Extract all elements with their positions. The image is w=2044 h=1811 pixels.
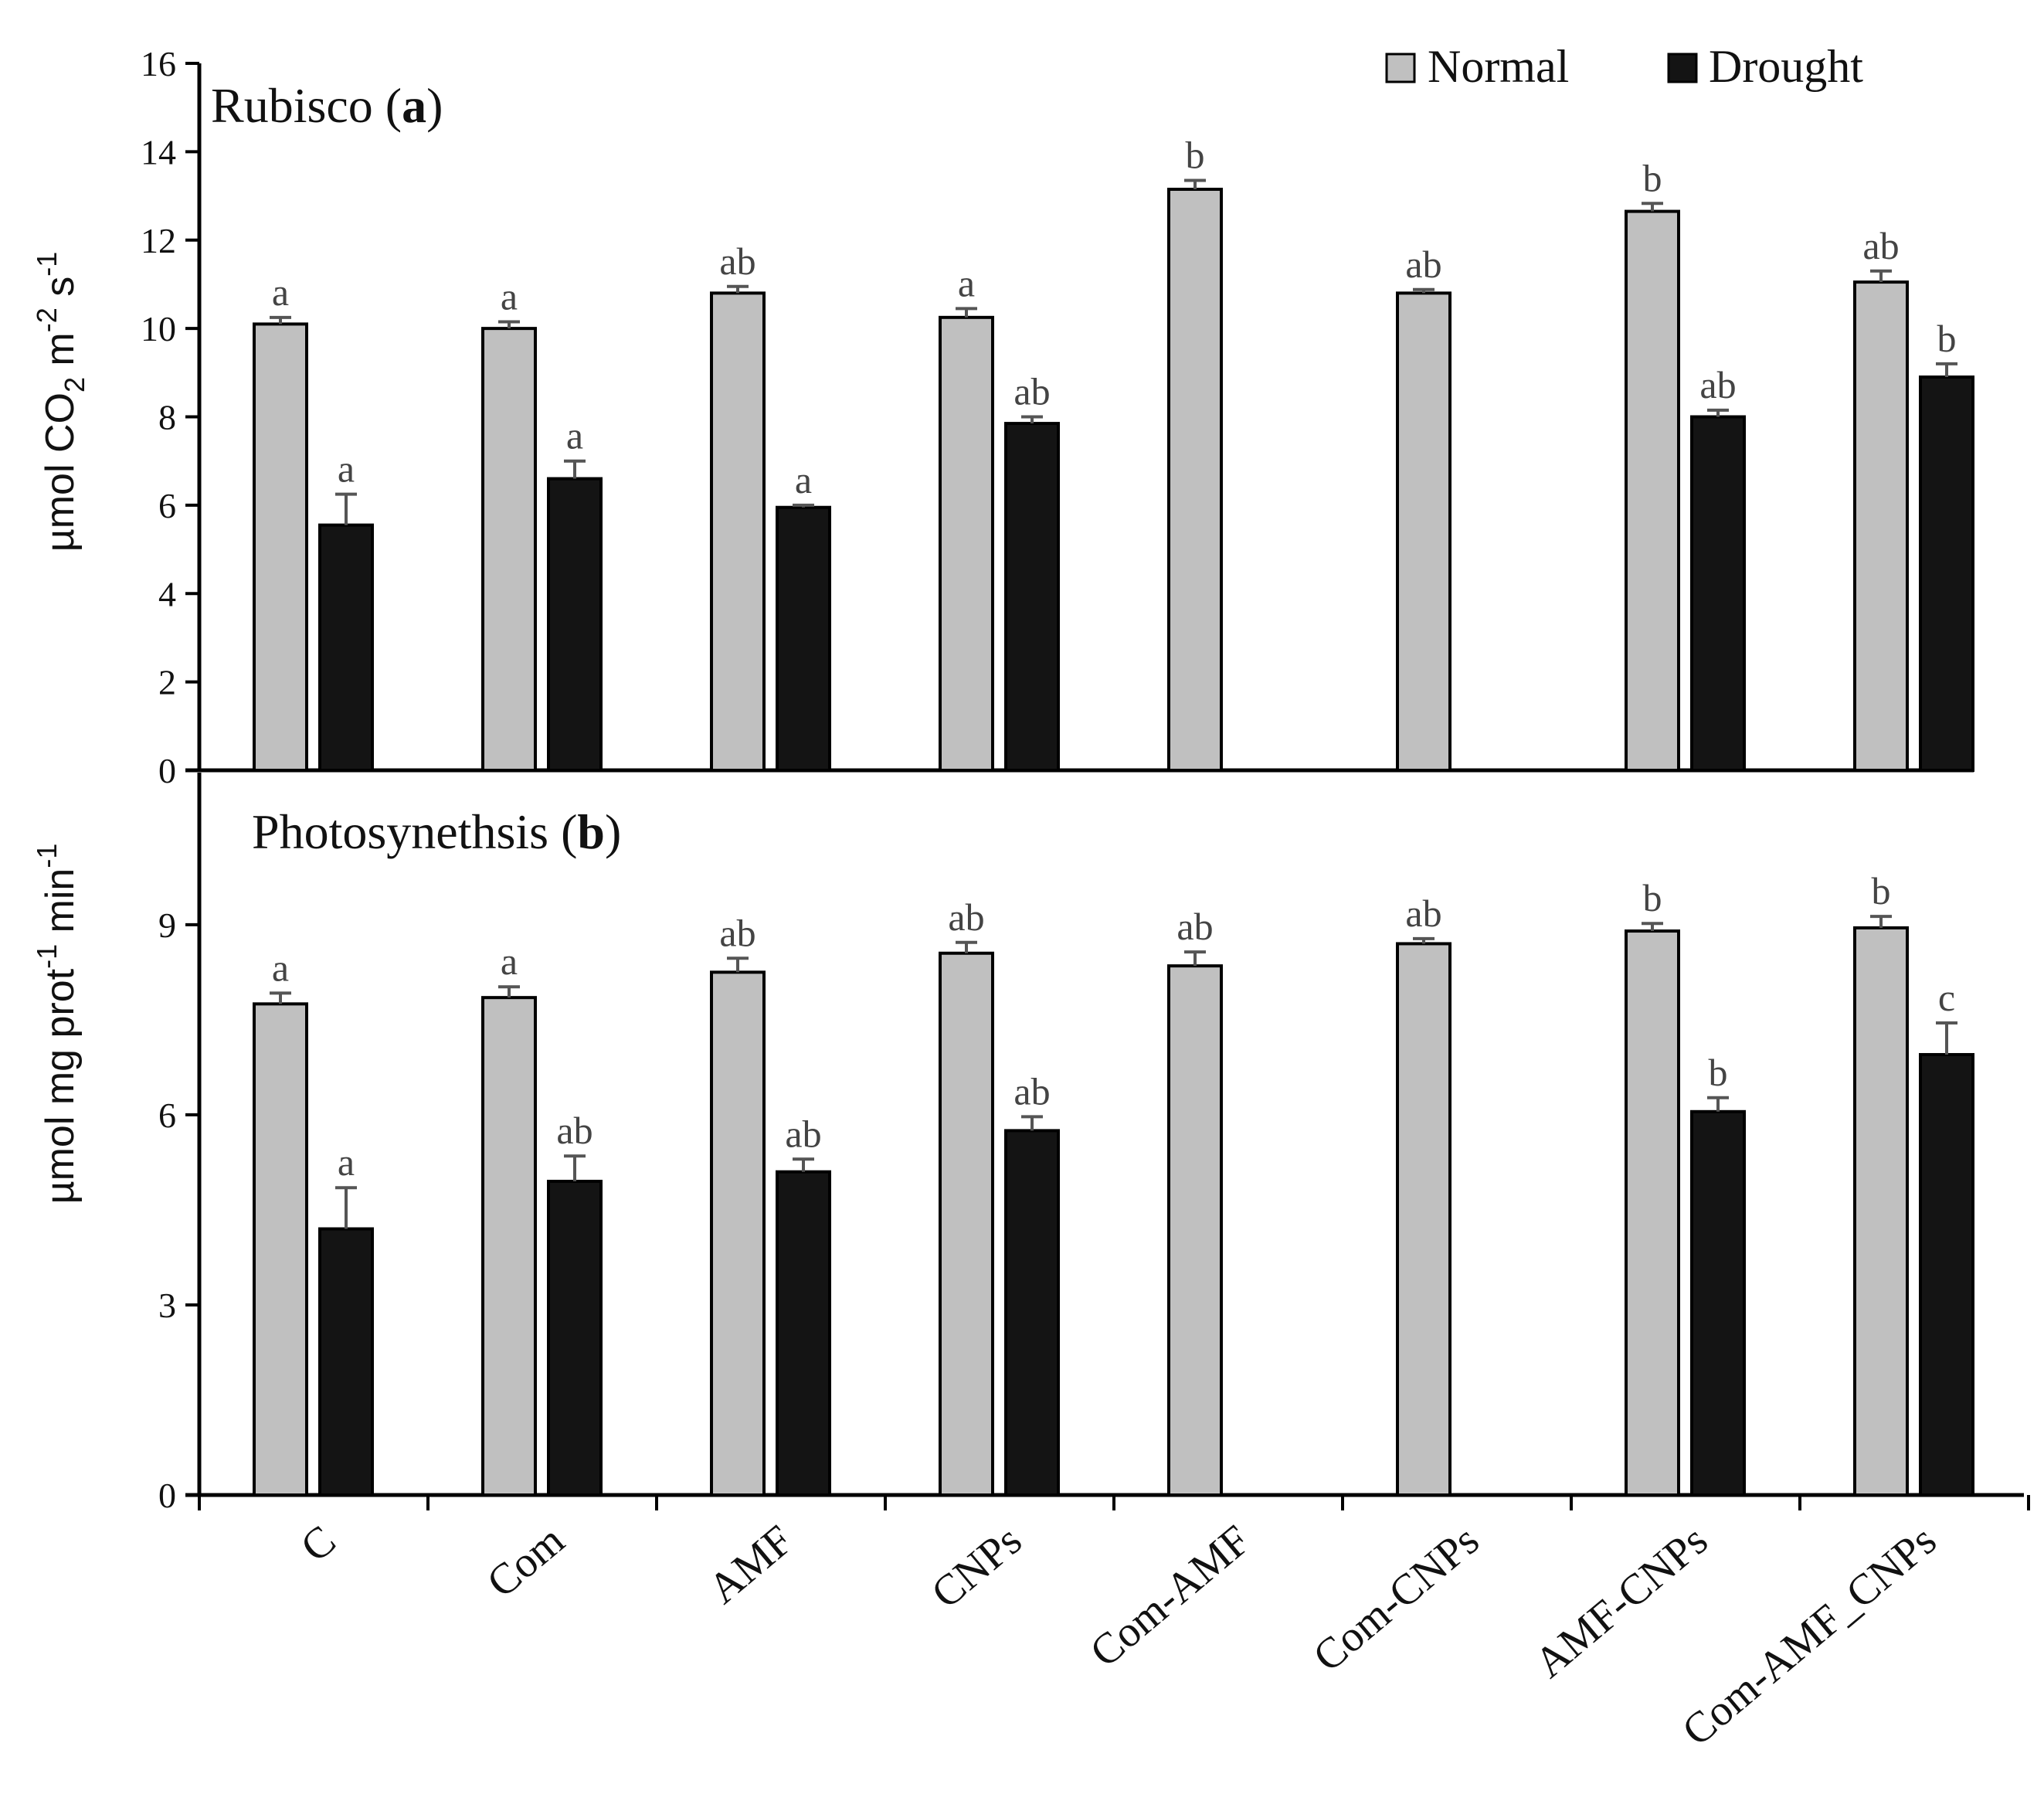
panel-b-sig-label: a — [338, 1140, 355, 1184]
panel-a-bar-drought — [776, 505, 831, 772]
panel-b-bar-normal — [1396, 942, 1452, 1497]
panel-b-bar-drought — [1919, 1052, 1974, 1497]
panel-b-bar-normal — [1167, 964, 1223, 1497]
category-label: C — [292, 1516, 345, 1571]
panel-a-ylabel: µmol CO2 m-2 s-1 — [31, 252, 90, 552]
panel-b-sig-label: ab — [1405, 892, 1441, 935]
panel-a-bar-drought — [1919, 375, 1974, 772]
panel-a-ytick-label: 14 — [141, 132, 176, 172]
panel-b-ytick-label: 3 — [158, 1286, 176, 1325]
panel-a-bar-normal — [710, 291, 766, 772]
panel-a-ytick-label: 6 — [158, 486, 176, 525]
panel-b-sig-label: ab — [556, 1109, 592, 1152]
legend-normal-swatch — [1385, 53, 1416, 83]
category-label: AMF — [700, 1516, 803, 1613]
panel-a-bar-normal — [1167, 187, 1223, 772]
panel-a-bar-normal — [939, 315, 994, 772]
panel-b-sig-label: b — [1643, 876, 1662, 919]
panel-a-title: Rubisco (a) — [211, 78, 443, 133]
panel-a-sig-label: ab — [1014, 370, 1050, 413]
legend-normal-label: Normal — [1428, 41, 1569, 92]
panel-b-bar-drought — [547, 1180, 603, 1497]
significance-labels: a a a a ab a a ab b ab b ab ab b a a a ab ab ab ab ab ab ab b b b c — [272, 134, 1957, 1184]
panel-a-sig-label: ab — [1405, 243, 1441, 286]
panel-b-bar-normal — [253, 1002, 308, 1497]
bars — [253, 178, 1974, 1497]
panel-a-ytick-label: 0 — [158, 751, 176, 790]
panel-a-bar-normal — [1625, 209, 1680, 772]
panel-a-sig-label: a — [501, 275, 518, 318]
panel-b-bar-normal — [939, 951, 994, 1497]
panel-b-title: Photosynethsis (b) — [252, 804, 621, 859]
panel-b-sig-label: ab — [719, 911, 755, 954]
panel-a-sig-label: ab — [1699, 363, 1736, 406]
panel-b-ytick-label: 9 — [158, 906, 176, 945]
panel-b-ylabel: µmol mg prot-1 min-1 — [31, 844, 83, 1205]
panel-b-ytick-label: 0 — [158, 1476, 176, 1515]
panel-a-bar-drought — [1004, 422, 1060, 772]
panel-a-bar-drought — [547, 477, 603, 772]
panel-b-sig-label: ab — [948, 895, 984, 939]
panel-a-sig-label: a — [958, 261, 975, 304]
category-label: Com-AMF — [1081, 1516, 1260, 1677]
panel-a-ytick-label: 16 — [141, 44, 176, 83]
panel-b-bar-normal — [481, 996, 537, 1497]
panel-a-ytick-label: 8 — [158, 398, 176, 437]
panel-a-sig-label: ab — [719, 240, 755, 283]
category-labels: C Com AMF CNPs Com-AMF Com-CNPs AMF-CNPsCom-AM… — [292, 1516, 1945, 1755]
panel-b-sig-label: ab — [1014, 1069, 1050, 1113]
legend-drought-swatch — [1667, 53, 1698, 83]
panel-b-sig-label: b — [1709, 1051, 1728, 1094]
panel-a-bar-normal — [1853, 280, 1909, 772]
panel-a-bar-normal — [481, 327, 537, 772]
panel-a-bar-drought — [318, 523, 374, 772]
panel-a-sig-label: b — [1186, 134, 1205, 177]
category-label: AMF-CNPs — [1526, 1516, 1716, 1687]
panel-a-bar-normal — [1396, 291, 1452, 772]
panel-a-ytick-label: 12 — [141, 221, 176, 260]
panel-b-sig-label: a — [501, 939, 518, 983]
panel-b-bar-normal — [1853, 926, 1909, 1497]
panel-b-sig-label: c — [1938, 976, 1955, 1019]
category-label: CNPs — [922, 1516, 1030, 1618]
panel-a-sig-label: b — [1937, 317, 1957, 360]
legend: Normal Drought — [1385, 41, 1863, 92]
panel-a-sig-label: ab — [1862, 224, 1899, 267]
panel-b-bar-normal — [710, 970, 766, 1497]
panel-b-bar-drought — [776, 1170, 831, 1497]
panel-a-sig-label: a — [566, 414, 583, 457]
panel-b-sig-label: b — [1872, 869, 1891, 912]
panel-a-sig-label: b — [1643, 156, 1662, 199]
category-label: Com — [478, 1516, 573, 1607]
panel-b-bar-normal — [1625, 929, 1680, 1497]
panel-b-sig-label: ab — [785, 1112, 821, 1155]
panel-b-ytick-label: 6 — [158, 1096, 176, 1135]
category-label: Com-CNPs — [1305, 1516, 1489, 1681]
legend-drought-label: Drought — [1709, 41, 1863, 92]
panel-b-bar-drought — [318, 1227, 374, 1497]
panel-a-bar-normal — [253, 322, 308, 772]
panel-a-ytick-label: 10 — [141, 309, 176, 348]
panel-a-ytick-label: 4 — [158, 574, 176, 613]
panel-b-bar-drought — [1690, 1109, 1746, 1497]
panel-a-ytick-label: 2 — [158, 663, 176, 702]
panel-b-sig-label: a — [272, 946, 289, 989]
panel-a-sig-label: a — [272, 270, 289, 314]
panel-a-sig-label: a — [338, 447, 355, 491]
panel-a-bar-drought — [1690, 415, 1746, 772]
panel-b-sig-label: ab — [1176, 905, 1213, 948]
panel-b-bar-drought — [1004, 1129, 1060, 1497]
panel-a-sig-label: a — [795, 458, 812, 501]
